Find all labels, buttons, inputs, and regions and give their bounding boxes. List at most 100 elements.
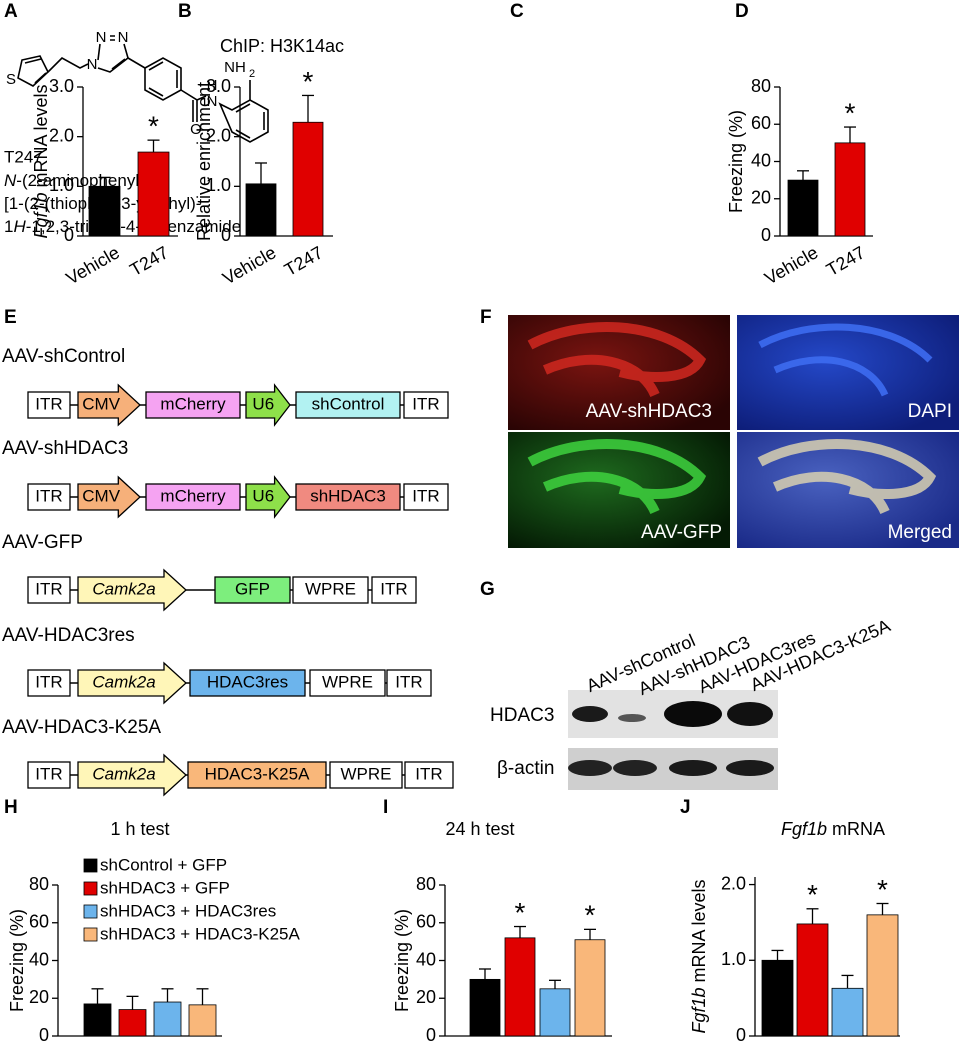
element-label: WPRE: [305, 579, 356, 598]
element-label: U6: [252, 394, 274, 413]
panel-label: H: [4, 797, 18, 818]
blot-row-label: HDAC3: [490, 705, 554, 726]
element-label: HDAC3-K25A: [205, 764, 311, 783]
atom-label: N: [207, 93, 218, 110]
promoter-arrow: [245, 475, 291, 519]
chemical-structure: [17, 35, 269, 143]
element-label: ITR: [380, 579, 407, 598]
bar: [866, 914, 899, 1037]
blot-row-label: β-actin: [497, 758, 554, 779]
panel-label: G: [480, 579, 495, 600]
image-label: AAV-shHDAC3: [586, 401, 712, 422]
bar: [574, 939, 606, 1037]
element-box: [27, 576, 71, 604]
element-label: GFP: [235, 579, 270, 598]
x-tick-label: T247: [126, 242, 172, 280]
significance-mark: *: [148, 111, 159, 142]
y-tick-label: 0: [426, 1025, 436, 1045]
element-label: ITR: [395, 672, 422, 691]
promoter-arrow: [77, 475, 141, 519]
element-box: [295, 483, 401, 511]
chart-title: Fgf1b mRNA: [781, 819, 885, 839]
y-tick-label: 20: [416, 987, 436, 1007]
y-tick-label: 40: [29, 949, 49, 969]
element-label: ITR: [415, 764, 442, 783]
panel-label: B: [178, 1, 192, 22]
bar: [292, 121, 324, 237]
bar: [188, 1004, 217, 1037]
y-tick-label: 2.0: [206, 125, 231, 145]
bar: [88, 185, 121, 237]
y-axis-label: Relative enrichment: [194, 82, 214, 241]
bar: [118, 1009, 147, 1037]
element-label: ITR: [412, 486, 439, 505]
element-label: Camk2a: [92, 672, 155, 691]
microscopy-images: [508, 315, 959, 548]
promoter-arrow: [77, 753, 187, 797]
significance-mark: *: [845, 97, 856, 128]
panel-label: E: [4, 307, 17, 328]
construct-name: AAV-HDAC3res: [2, 625, 135, 646]
panel-label: D: [735, 1, 749, 22]
atom-label: O: [190, 121, 202, 138]
image-label: DAPI: [908, 401, 952, 422]
y-axis-label: Fgf1b mRNA levels: [689, 879, 709, 1033]
western-blot: [568, 690, 778, 790]
y-tick-label: 2.0: [721, 873, 746, 893]
atom-label: NH: [224, 59, 246, 76]
element-label: mCherry: [160, 394, 226, 413]
y-tick-label: 80: [416, 874, 436, 894]
construct-name: AAV-shControl: [2, 346, 125, 367]
element-box: [403, 483, 449, 511]
compound-name: T247: [4, 147, 43, 166]
element-label: Camk2a: [92, 579, 155, 598]
construct-name: AAV-GFP: [2, 532, 83, 553]
x-tick-label: T247: [281, 242, 327, 280]
chart-title: 24 h test: [445, 819, 514, 839]
y-axis-label-part: Fgf1b: [31, 193, 51, 239]
y-tick-label: 3.0: [49, 76, 74, 96]
compound-iupac-part: -(2-aminophenyl)-4-: [16, 171, 165, 190]
chart-title-part: mRNA: [827, 819, 885, 839]
y-tick-label: 40: [751, 150, 771, 170]
y-axis-label: Freezing (%): [392, 909, 412, 1012]
y-tick-label: 1.0: [49, 175, 74, 195]
element-box: [145, 483, 241, 511]
y-axis-label-part: Fgf1b: [689, 988, 709, 1034]
element-label: Camk2a: [92, 764, 155, 783]
element-label: shControl: [312, 394, 385, 413]
legend-label: shHDAC3 + GFP: [100, 878, 230, 897]
element-label: ITR: [412, 394, 439, 413]
y-axis-label: Fgf1b mRNA levels: [31, 84, 51, 238]
y-tick-label: 20: [751, 188, 771, 208]
promoter-arrow: [77, 568, 187, 612]
element-label: shHDAC3: [310, 486, 386, 505]
element-box: [292, 576, 369, 604]
element-label: U6: [252, 486, 274, 505]
bar: [539, 988, 571, 1037]
atom-label: N: [87, 56, 98, 73]
element-label: CMV: [82, 394, 120, 413]
legend-label: shHDAC3 + HDAC3res: [100, 901, 276, 920]
element-box: [404, 761, 454, 789]
y-tick-label: 80: [29, 874, 49, 894]
significance-mark: *: [585, 900, 596, 931]
element-label: ITR: [35, 764, 62, 783]
y-axis-label-part: mRNA levels: [31, 84, 51, 192]
compound-iupac-part: H: [13, 217, 26, 236]
y-tick-label: 2.0: [49, 125, 74, 145]
y-tick-label: 80: [751, 76, 771, 96]
element-label: ITR: [35, 486, 62, 505]
compound-iupac: N-(2-aminophenyl)-4-: [4, 171, 166, 190]
bar: [137, 151, 170, 237]
x-tick-label: T247: [823, 242, 869, 280]
legend-swatch: [83, 927, 98, 942]
promoter-arrow: [77, 383, 141, 427]
bar: [834, 142, 866, 237]
bar: [83, 1003, 112, 1037]
y-tick-label: 0: [64, 225, 74, 245]
chart-title: 1 h test: [110, 819, 169, 839]
element-box: [309, 669, 386, 697]
bar: [153, 1001, 182, 1037]
